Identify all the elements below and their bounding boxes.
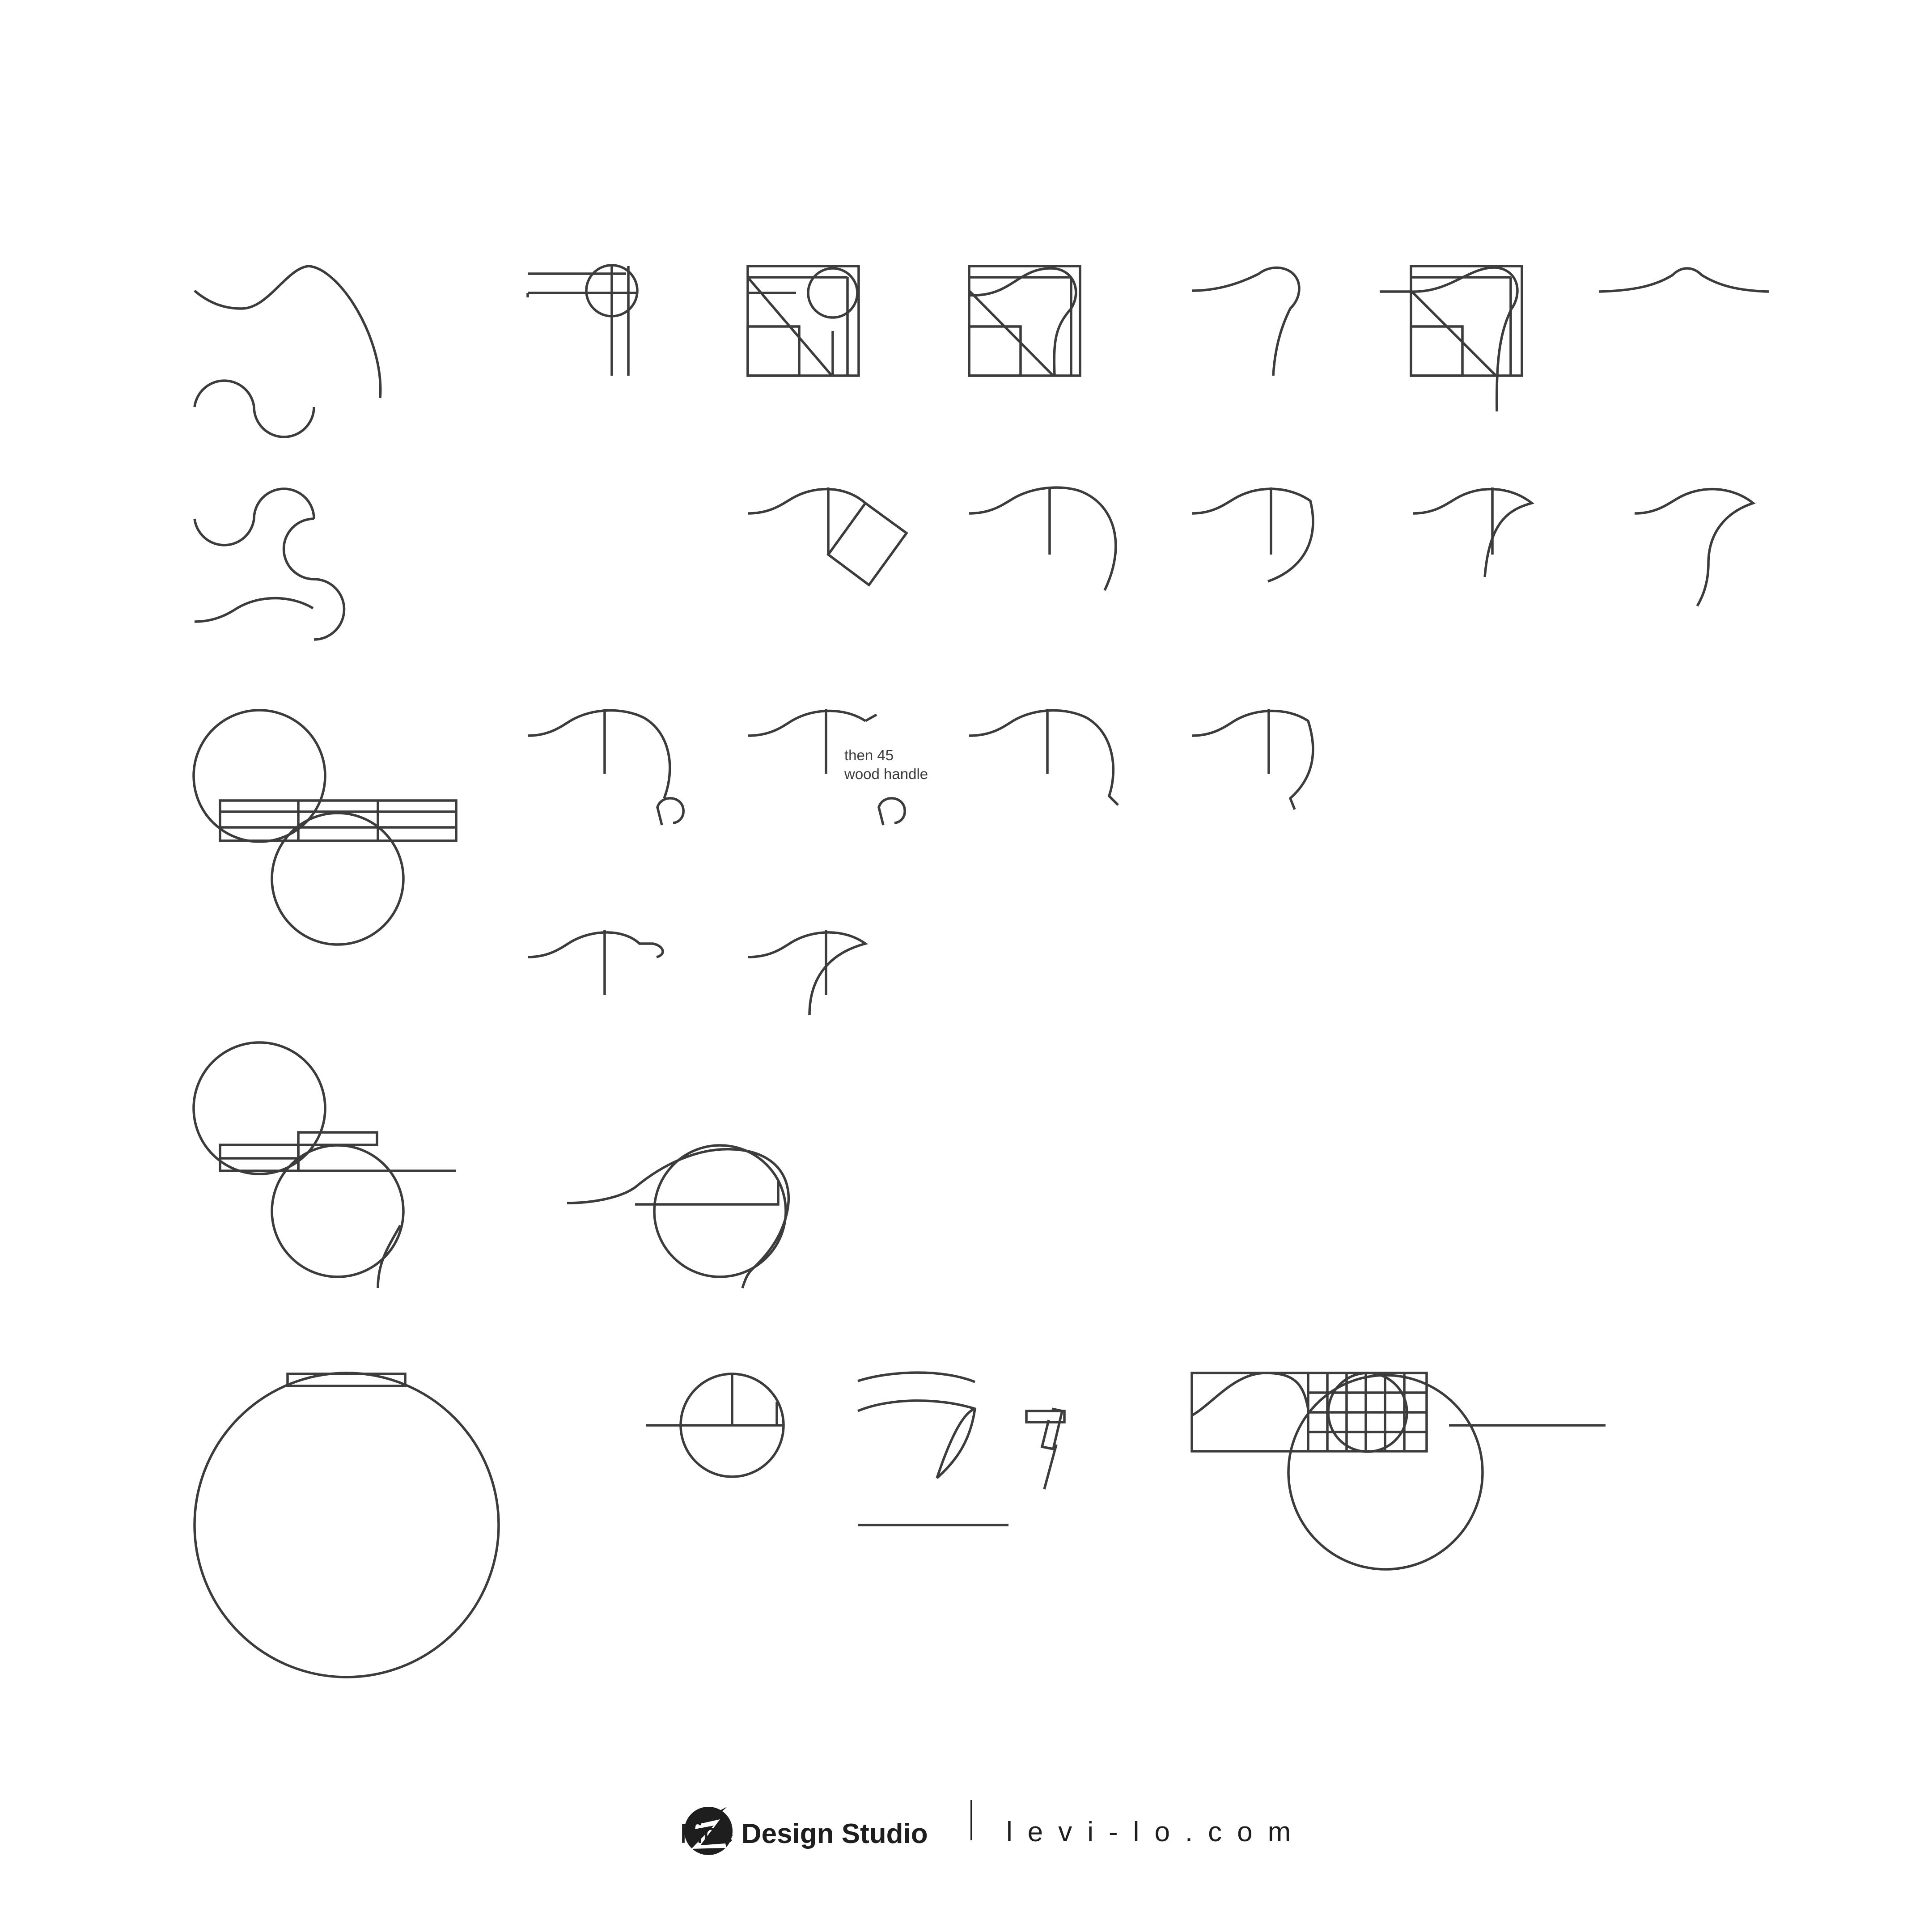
brand-name: Fine Design Studio <box>680 1818 928 1850</box>
sketch-umbrella-crook <box>747 930 869 1016</box>
sketch-umbrella-arc-2 <box>1191 487 1314 583</box>
footer: Fine Design Studio levi-lo.com <box>680 1800 1306 1854</box>
sketch-circle-wave <box>567 1144 790 1288</box>
sketch-hook-curve <box>1191 266 1301 376</box>
sketch-umbrella-handle-1 <box>527 709 685 826</box>
sketch-circle-quadrant <box>646 1373 785 1478</box>
sketch-circles-bars <box>192 1041 456 1288</box>
sketch-umbrella-handle-2 <box>747 709 906 826</box>
sketch-small-handle <box>1025 1407 1066 1490</box>
footer-divider <box>970 1800 972 1840</box>
sketch-s-curve-arcs <box>193 487 346 641</box>
annotation-line-2: wood handle <box>844 766 928 782</box>
brand-bold: Design Studio <box>741 1818 928 1849</box>
sketch-umbrella-box <box>747 487 908 587</box>
sketch-umbrella-arc-1 <box>969 486 1117 591</box>
brand-light: Fine <box>680 1818 734 1849</box>
annotation-note: then 45 wood handle <box>844 746 928 784</box>
sketch-grid-square-circle <box>746 265 860 377</box>
sketch-wave-and-arcs <box>193 265 382 438</box>
sketch-large-circle-cap <box>193 1372 500 1678</box>
sketch-grid-square-curve <box>968 265 1081 377</box>
annotation-line-1: then 45 <box>844 747 894 763</box>
website-link[interactable]: levi-lo.com <box>1006 1817 1306 1847</box>
studio-logo-icon <box>684 1807 733 1855</box>
sketch-umbrella-handle-4 <box>1191 709 1314 810</box>
sketch-grid-square-overlay <box>1380 265 1523 412</box>
sketch-umbrella-handle-3 <box>969 709 1119 806</box>
sketch-arc-blade <box>857 1371 1008 1526</box>
sketch-umbrella-hook <box>527 930 664 995</box>
sketch-circles-grid <box>192 709 458 946</box>
sketch-canopy-ridge <box>1598 267 1769 293</box>
sketch-umbrella-curve <box>1634 487 1756 607</box>
sketch-umbrella-arc-3 <box>1413 487 1534 577</box>
sketch-circle-hook <box>526 264 639 376</box>
sketch-grid-circle-composition <box>1191 1372 1606 1571</box>
